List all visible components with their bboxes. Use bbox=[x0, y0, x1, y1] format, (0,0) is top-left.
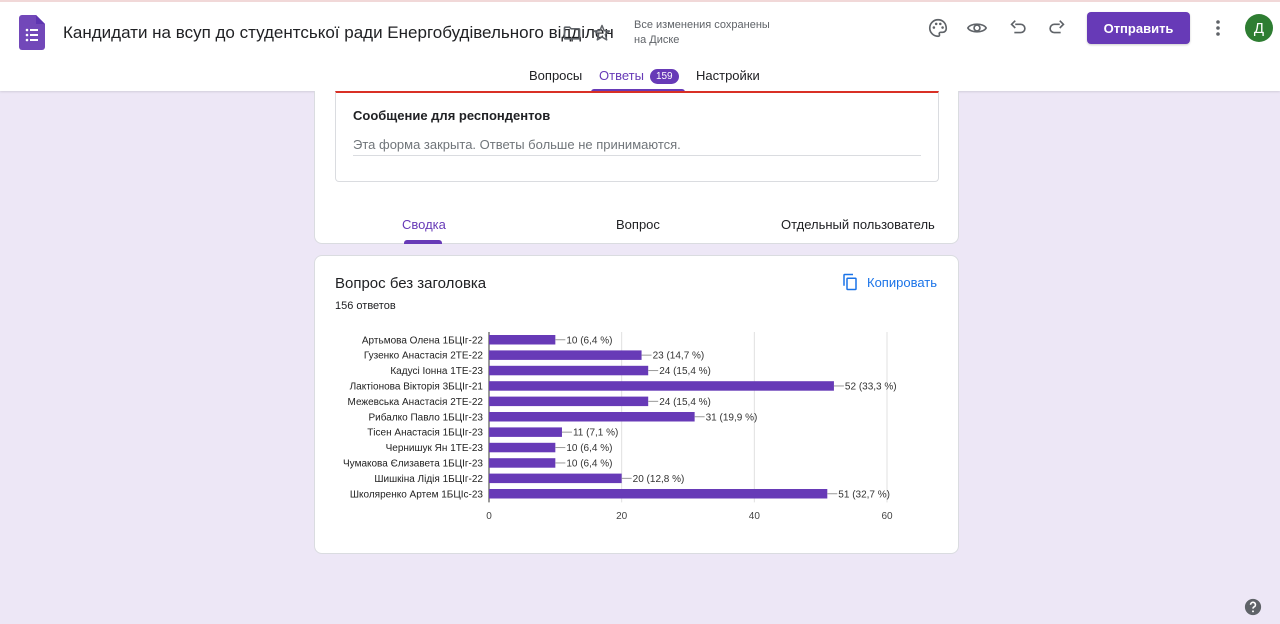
bar[interactable] bbox=[489, 365, 649, 376]
save-status-line1: Все изменения сохранены bbox=[634, 19, 770, 31]
save-status-line2: на Диске bbox=[634, 34, 680, 46]
palette-icon[interactable] bbox=[927, 17, 949, 39]
category-label: Чернишук Ян 1ТЕ-23 bbox=[386, 443, 484, 454]
form-title[interactable]: Кандидати на всуп до студентської ради Е… bbox=[63, 23, 614, 42]
help-icon[interactable] bbox=[1244, 598, 1262, 616]
folder-icon[interactable] bbox=[562, 23, 582, 43]
star-icon[interactable] bbox=[592, 23, 612, 43]
avatar[interactable]: Д bbox=[1245, 14, 1273, 42]
category-label: Лактіонова Вікторія 3БЦІг-21 bbox=[350, 381, 484, 392]
x-tick-label: 60 bbox=[881, 511, 893, 522]
forms-logo-icon[interactable] bbox=[19, 15, 45, 50]
field-underline bbox=[353, 155, 921, 156]
question-summary-card: Вопрос без заголовка 156 ответов Копиров… bbox=[314, 255, 959, 554]
tab-settings[interactable]: Настройки bbox=[696, 68, 760, 83]
category-label: Школяренко Артем 1БЦІс-23 bbox=[350, 489, 484, 500]
data-label: 11 (7,1 %) bbox=[573, 428, 618, 439]
data-label: 10 (6,4 %) bbox=[566, 443, 612, 454]
responses-count-badge: 159 bbox=[649, 69, 679, 84]
closed-form-message-box: Сообщение для респондентов Эта форма зак… bbox=[335, 91, 939, 182]
eye-icon[interactable] bbox=[966, 17, 988, 39]
category-label: Рибалко Павло 1БЦІг-23 bbox=[369, 411, 484, 423]
data-label: 31 (19,9 %) bbox=[706, 412, 758, 423]
data-label: 24 (15,4 %) bbox=[659, 397, 711, 408]
category-label: Артьмова Олена 1БЦІг-22 bbox=[362, 335, 484, 346]
bar[interactable] bbox=[489, 335, 556, 345]
respondent-message-field[interactable]: Эта форма закрыта. Ответы больше не прин… bbox=[353, 137, 681, 152]
data-label: 24 (15,4 %) bbox=[659, 366, 711, 377]
category-label: Гузенко Анастасія 2ТЕ-22 bbox=[364, 351, 484, 362]
active-subtab-indicator bbox=[404, 240, 442, 244]
x-tick-label: 20 bbox=[616, 511, 628, 522]
top-bar: Кандидати на всуп до студентської ради Е… bbox=[0, 0, 1280, 93]
category-label: Межевська Анастасія 2ТЕ-22 bbox=[348, 397, 484, 408]
category-label: Чумакова Єлизавета 1БЦІг-23 bbox=[343, 458, 483, 469]
x-tick-label: 40 bbox=[749, 511, 761, 522]
tab-responses-label: Ответы bbox=[599, 68, 644, 83]
bar[interactable] bbox=[489, 458, 556, 468]
data-label: 20 (12,8 %) bbox=[633, 474, 685, 485]
bar[interactable] bbox=[489, 381, 834, 391]
data-label: 52 (33,3 %) bbox=[845, 381, 897, 392]
category-label: Кадусі Іонна 1ТЕ-23 bbox=[390, 366, 483, 377]
copy-chart-button[interactable]: Копировать bbox=[841, 271, 937, 293]
bar[interactable] bbox=[489, 412, 695, 422]
data-label: 10 (6,4 %) bbox=[566, 458, 612, 469]
x-tick-label: 0 bbox=[486, 511, 492, 522]
tab-settings-label: Настройки bbox=[696, 68, 760, 83]
responses-card: Сообщение для респондентов Эта форма зак… bbox=[314, 91, 959, 244]
responses-bar-chart: 0 20 40 60 Артьмова Олена 1БЦІг-22 10 (6,4 %)… bbox=[343, 332, 897, 522]
response-count: 156 ответов bbox=[335, 300, 396, 312]
subtab-summary[interactable]: Сводка bbox=[402, 217, 446, 232]
data-label: 23 (14,7 %) bbox=[653, 351, 705, 362]
main-tabs: Вопросы Ответы 159 Настройки bbox=[0, 68, 1280, 93]
bar[interactable] bbox=[489, 350, 642, 360]
send-button[interactable]: Отправить bbox=[1087, 12, 1190, 44]
copy-label: Копировать bbox=[867, 274, 937, 290]
bar[interactable] bbox=[489, 396, 649, 407]
respondent-message-label: Сообщение для респондентов bbox=[353, 108, 551, 123]
more-vert-icon[interactable] bbox=[1208, 17, 1228, 39]
tab-questions[interactable]: Вопросы bbox=[529, 68, 582, 83]
subtab-individual[interactable]: Отдельный пользователь bbox=[781, 217, 935, 232]
active-tab-indicator bbox=[591, 89, 685, 92]
undo-icon[interactable] bbox=[1007, 17, 1029, 39]
category-label: Шишкіна Лідія 1БЦІг-22 bbox=[374, 474, 483, 485]
bar[interactable] bbox=[489, 427, 562, 437]
bar[interactable] bbox=[489, 489, 828, 499]
category-label: Тісен Анастасія 1БЦІг-23 bbox=[367, 428, 483, 439]
bar[interactable] bbox=[489, 473, 622, 484]
tab-responses[interactable]: Ответы 159 bbox=[599, 68, 679, 84]
copy-icon bbox=[843, 273, 857, 291]
subtab-question[interactable]: Вопрос bbox=[616, 217, 660, 232]
data-label: 51 (32,7 %) bbox=[838, 489, 890, 500]
data-label: 10 (6,4 %) bbox=[566, 335, 612, 346]
redo-icon[interactable] bbox=[1046, 17, 1068, 39]
save-status: Все изменения сохранены на Диске bbox=[634, 18, 784, 48]
tab-questions-label: Вопросы bbox=[529, 68, 583, 83]
question-title: Вопрос без заголовка bbox=[335, 275, 487, 292]
bar[interactable] bbox=[489, 442, 556, 453]
